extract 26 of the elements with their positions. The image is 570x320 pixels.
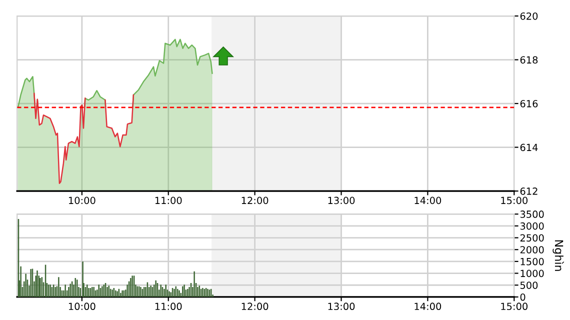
- y-tick-label: 2000: [520, 246, 544, 254]
- x-tick-label: 15:00: [501, 302, 528, 310]
- x-tick-label: 12:00: [242, 196, 268, 204]
- x-tick-label: 14:00: [414, 302, 442, 310]
- y-tick-label: 3500: [520, 210, 544, 218]
- y-tick-label: 612: [520, 188, 538, 195]
- x-tick-label: 15:00: [501, 196, 528, 204]
- y-tick-label: 614: [520, 144, 538, 152]
- x-tick-label: 10:00: [68, 302, 96, 310]
- y-tick-label: 616: [520, 100, 538, 108]
- y-tick-label: 3000: [520, 222, 544, 230]
- y-tick-label: 620: [520, 12, 538, 20]
- x-tick-label: 11:00: [155, 196, 182, 204]
- y-axis-title: Nghìn: [552, 240, 564, 271]
- y-tick-label: 1500: [520, 258, 544, 266]
- x-tick-label: 13:00: [328, 302, 355, 310]
- y-tick-label: 1000: [520, 270, 544, 278]
- y-tick-label: 0: [520, 293, 526, 301]
- x-tick-label: 12:00: [242, 302, 268, 310]
- x-tick-label: 10:00: [68, 196, 96, 204]
- y-tick-label: 500: [520, 282, 538, 289]
- x-tick-label: 14:00: [414, 196, 442, 204]
- y-tick-label: 618: [520, 56, 538, 64]
- y-tick-label: 2500: [520, 234, 544, 242]
- x-tick-label: 13:00: [328, 196, 355, 204]
- x-tick-label: 11:00: [155, 302, 182, 310]
